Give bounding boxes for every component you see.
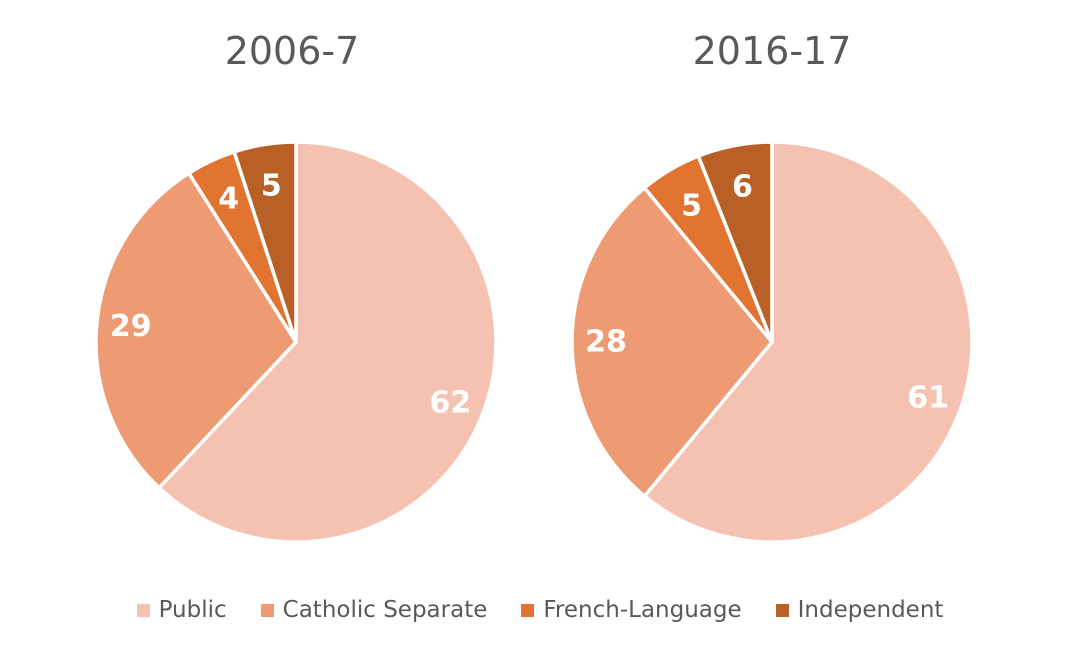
data-label-2006-7-french-language: 4 <box>218 182 239 217</box>
legend-label-independent: Independent <box>797 597 944 623</box>
legend-swatch-french-language <box>521 603 535 617</box>
legend-item-catholic-separate: Catholic Separate <box>260 597 488 623</box>
pie-slice-2006-7-public <box>157 140 498 544</box>
legend-label-catholic-separate: Catholic Separate <box>282 597 488 623</box>
data-label-2016-17-catholic-separate: 28 <box>585 325 627 360</box>
data-label-2016-17-french-language: 5 <box>681 189 702 224</box>
legend-swatch-public <box>136 603 150 617</box>
legend-label-public: Public <box>158 597 227 623</box>
data-label-2006-7-independent: 5 <box>261 168 282 203</box>
pie-slice-2016-17-public <box>642 140 974 544</box>
pie-chart-2006-7: 2006-7 62 29 4 5 <box>94 29 498 544</box>
chart-legend: Public Catholic Separate French-Language… <box>0 592 1080 628</box>
pie-slices-2016-17 <box>570 140 974 544</box>
chart-title-2006-7: 2006-7 <box>225 29 360 73</box>
legend-item-independent: Independent <box>775 597 944 623</box>
legend-swatch-catholic-separate <box>260 603 274 617</box>
pie-slice-2006-7-independent <box>232 140 298 344</box>
pie-slices-2006-7 <box>94 140 498 544</box>
data-label-2016-17-public: 61 <box>907 381 949 416</box>
legend-item-french-language: French-Language <box>521 597 742 623</box>
legend-item-public: Public <box>136 597 227 623</box>
pie-labels-2016-17: 61 28 56 <box>585 169 949 415</box>
data-label-2006-7-catholic-separate: 29 <box>110 309 152 344</box>
pie-slice-2006-7-catholic-separate <box>94 171 298 490</box>
pie-slice-2016-17-independent <box>696 140 774 344</box>
pie-slice-2016-17-catholic-separate <box>570 186 774 498</box>
chart-title-2016-17: 2016-17 <box>693 29 852 73</box>
data-label-2016-17-independent: 6 <box>732 169 753 204</box>
data-label-2006-7-public: 62 <box>429 386 471 421</box>
legend-label-french-language: French-Language <box>543 597 742 623</box>
pie-labels-2006-7: 62 29 4 5 <box>110 168 471 420</box>
pie-chart-2016-17: 2016-17 61 28 56 <box>570 29 974 544</box>
legend-swatch-independent <box>775 603 789 617</box>
